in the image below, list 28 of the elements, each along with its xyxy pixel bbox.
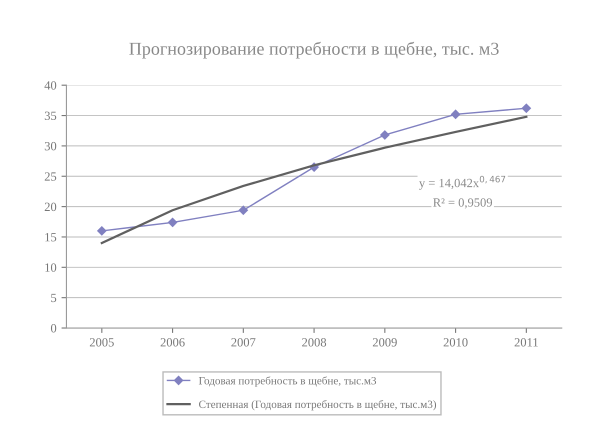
y-tick-label: 15 xyxy=(45,233,56,242)
legend-label: Годовая потребность в щебне, тыс.м3 xyxy=(198,376,376,387)
point xyxy=(168,218,178,228)
point xyxy=(450,110,460,119)
legend-label: Степенная (Годовая потребность в щебне, тыс.м3) xyxy=(199,400,436,410)
y-tick-label: 5 xyxy=(51,294,56,302)
y-tick-label: 40 xyxy=(44,81,56,90)
x-tick-label: 2008 xyxy=(302,338,326,347)
y-tick-label: 35 xyxy=(44,112,56,120)
x-tick-label: 2006 xyxy=(160,338,185,347)
point xyxy=(238,206,248,215)
x-tick-label: 2011 xyxy=(514,338,538,347)
annotation: y = 14,042x$^{0,467}$ xyxy=(419,176,506,190)
point xyxy=(380,130,390,140)
x-tick-label: 2005 xyxy=(90,338,114,347)
x-tick-label: 2007 xyxy=(231,338,256,347)
point xyxy=(97,226,106,236)
y-tick-label: 30 xyxy=(44,142,56,150)
line-series xyxy=(100,116,528,244)
annotation: R² = 0,9509 xyxy=(433,198,492,209)
y-tick-label: 25 xyxy=(44,172,56,181)
point xyxy=(522,104,531,113)
x-tick-label: 2009 xyxy=(372,338,397,347)
y-tick-label: 20 xyxy=(44,202,56,212)
x-tick-label: 2010 xyxy=(444,338,468,347)
y-tick-label: 10 xyxy=(45,263,56,272)
y-tick-label: 0 xyxy=(50,324,56,332)
chart-title: Прогнозирование потребности в щебне, тыс. м3 xyxy=(129,42,499,58)
